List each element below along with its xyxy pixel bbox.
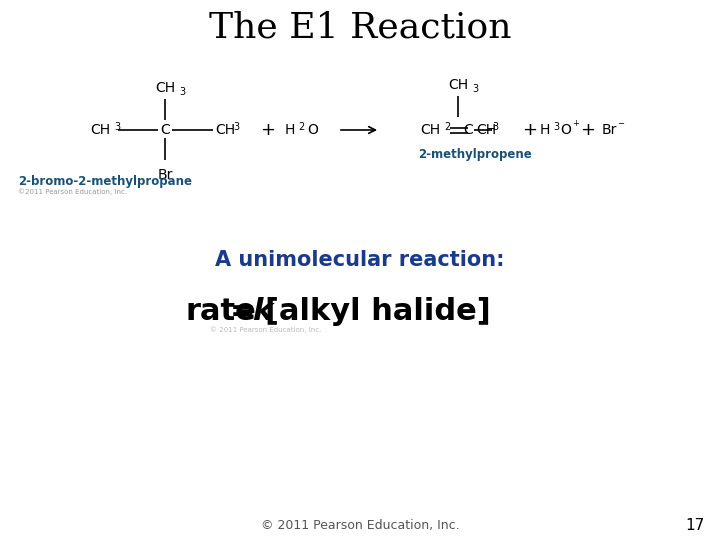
Text: ©2011 Pearson Education, Inc.: ©2011 Pearson Education, Inc. bbox=[18, 188, 127, 195]
Text: CH: CH bbox=[476, 123, 496, 137]
Text: The E1 Reaction: The E1 Reaction bbox=[209, 11, 511, 45]
Text: +: + bbox=[261, 121, 276, 139]
Text: 2: 2 bbox=[298, 122, 305, 132]
Text: 3: 3 bbox=[114, 122, 120, 132]
Text: CH: CH bbox=[215, 123, 235, 137]
Text: H: H bbox=[285, 123, 295, 137]
Text: 2: 2 bbox=[444, 122, 450, 132]
Text: O: O bbox=[307, 123, 318, 137]
Text: [alkyl halide]: [alkyl halide] bbox=[265, 298, 491, 327]
Text: k: k bbox=[252, 298, 272, 327]
Text: 3: 3 bbox=[472, 84, 478, 94]
Text: © 2011 Pearson Education, Inc.: © 2011 Pearson Education, Inc. bbox=[261, 518, 459, 531]
Text: 3: 3 bbox=[179, 87, 185, 97]
Text: CH: CH bbox=[90, 123, 110, 137]
Text: Br: Br bbox=[602, 123, 617, 137]
Text: CH: CH bbox=[155, 81, 175, 95]
Text: Br: Br bbox=[157, 168, 173, 182]
Text: A unimolecular reaction:: A unimolecular reaction: bbox=[215, 250, 505, 270]
Text: © 2011 Pearson Education, Inc.: © 2011 Pearson Education, Inc. bbox=[210, 327, 321, 333]
Text: C: C bbox=[160, 123, 170, 137]
Text: CH: CH bbox=[420, 123, 440, 137]
Text: +: + bbox=[572, 119, 579, 129]
Text: 3: 3 bbox=[492, 122, 498, 132]
Text: CH: CH bbox=[448, 78, 468, 92]
Text: O: O bbox=[560, 123, 571, 137]
Text: =: = bbox=[230, 298, 256, 327]
Text: +: + bbox=[580, 121, 595, 139]
Text: C: C bbox=[463, 123, 473, 137]
Text: 17: 17 bbox=[685, 517, 705, 532]
Text: rate: rate bbox=[185, 298, 256, 327]
Text: −: − bbox=[617, 119, 624, 129]
Text: 2-methylpropene: 2-methylpropene bbox=[418, 148, 532, 161]
Text: 3: 3 bbox=[553, 122, 559, 132]
Text: 2-bromo-2-methylpropane: 2-bromo-2-methylpropane bbox=[18, 176, 192, 188]
Text: +: + bbox=[523, 121, 538, 139]
Text: H: H bbox=[540, 123, 550, 137]
Text: 3: 3 bbox=[233, 122, 239, 132]
